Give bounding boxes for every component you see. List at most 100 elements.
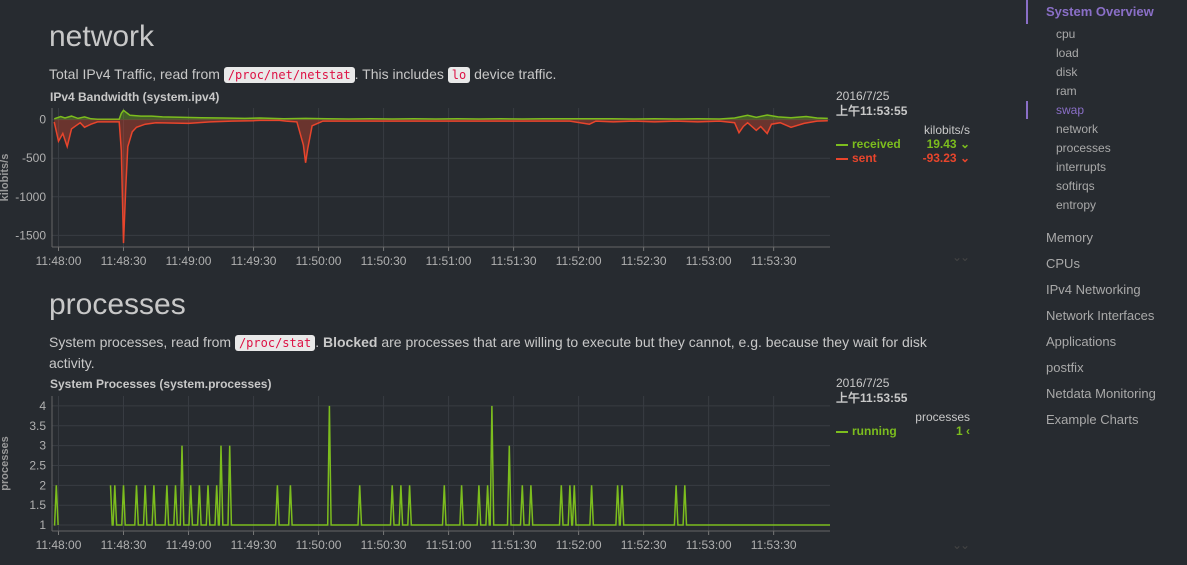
x-tick-label: 11:52:00 [556,254,602,268]
x-tick-label: 11:51:30 [491,254,537,268]
nav-sub-item-ram[interactable]: ram [1056,84,1077,98]
nav-sub-item-entropy[interactable]: entropy [1056,198,1097,212]
y-tick-label: 0 [39,113,46,127]
nav-item-applications[interactable]: Applications [1046,334,1117,349]
proc-stat-code: /proc/stat [234,335,316,351]
y-tick-label: 2.5 [29,458,46,472]
lo-code: lo [447,67,471,83]
processes-desc-text-2: . [315,334,323,350]
y-tick-label: 2 [39,478,46,492]
x-tick-label: 11:49:30 [231,538,277,552]
x-tick-label: 11:53:00 [686,254,732,268]
x-tick-label: 11:50:30 [361,254,407,268]
legend-received[interactable]: received 19.43 ⌄ [836,137,976,151]
nav-item-postfix[interactable]: postfix [1046,360,1084,375]
chevron-down-icon: ⌄ [956,137,970,151]
network-desc-text-2: . This includes [354,66,448,82]
y-tick-label: 1.5 [29,498,46,512]
sent-swatch [836,157,848,160]
nav-item-netdata-monitoring[interactable]: Netdata Monitoring [1046,386,1156,401]
x-tick-label: 11:51:00 [426,538,472,552]
x-tick-label: 11:53:30 [751,538,797,552]
nav-sub-item-swap[interactable]: swap [1056,103,1085,117]
x-tick-label: 11:50:00 [296,538,342,552]
nav-sub-item-interrupts[interactable]: interrupts [1056,160,1107,174]
x-tick-label: 11:48:00 [36,254,82,268]
series-line-running [53,485,59,526]
nav-item-example-charts[interactable]: Example Charts [1046,412,1139,427]
x-tick-label: 11:48:00 [36,538,82,552]
x-tick-label: 11:52:30 [621,254,667,268]
network-section-title: network [49,20,155,53]
y-axis-label: kilobits/s [0,154,11,202]
legend-units: kilobits/s [923,123,970,137]
processes-desc-text: System processes, read from [49,334,235,350]
legend-time: 上午11:53:55 [836,391,908,405]
active-sub-indicator [1026,101,1028,119]
chevron-down-icon: ⌄ [956,151,970,165]
processes-legend: 2016/7/25 上午11:53:55 processes running 1… [836,376,976,438]
processes-desc-text-3: are processes that are willing to execut… [49,334,927,371]
processes-description: System processes, read from /proc/stat. … [49,332,954,373]
processes-chart-title: System Processes (system.processes) [50,377,272,391]
nav-sub-item-network[interactable]: network [1056,122,1099,136]
x-tick-label: 11:52:00 [556,538,602,552]
blocked-bold: Blocked [322,334,378,350]
y-tick-label: 1 [39,518,46,532]
legend-date: 2016/7/25 [836,89,890,103]
x-tick-label: 11:49:30 [231,254,277,268]
x-tick-label: 11:49:00 [166,254,212,268]
legend-date: 2016/7/25 [836,376,890,390]
network-desc-text-3: device traffic. [470,66,557,82]
received-value: 19.43 [926,137,957,151]
sent-label: sent [852,151,877,165]
legend-running[interactable]: running 1 ‹ [836,424,976,438]
system-processes-chart[interactable]: 1 1.5 2 2.5 3 3.5 4 11:48:00 11:48:30 11:49:00 11:… [0,392,830,557]
y-tick-label: 4 [39,399,46,413]
nav-item-memory[interactable]: Memory [1046,230,1093,245]
nav-sub-item-softirqs[interactable]: softirqs [1056,179,1095,193]
x-tick-label: 11:48:30 [101,538,147,552]
chevron-left-icon: ‹ [962,424,970,438]
nav-sub-item-processes[interactable]: processes [1056,141,1111,155]
nav-sub-item-disk[interactable]: disk [1056,65,1078,79]
x-tick-label: 11:51:30 [491,538,537,552]
received-swatch [836,143,848,146]
y-tick-label: -1500 [15,228,46,242]
legend-time: 上午11:53:55 [836,104,908,118]
nav-item-ipv4-networking[interactable]: IPv4 Networking [1046,282,1141,297]
proc-net-netstat-code: /proc/net/netstat [223,67,355,83]
resize-handle-icon[interactable]: ⌄⌄ [952,538,970,552]
x-tick-label: 11:50:00 [296,254,342,268]
x-tick-label: 11:50:30 [361,538,407,552]
series-line-running [109,405,830,526]
x-tick-label: 11:53:00 [686,538,732,552]
nav-sub-item-load[interactable]: load [1056,46,1079,60]
network-desc-text: Total IPv4 Traffic, read from [49,66,224,82]
y-axis-label: processes [0,436,11,490]
processes-section-title: processes [49,288,186,321]
nav-item-cpus[interactable]: CPUs [1046,256,1080,271]
legend-units: processes [915,410,970,424]
x-tick-label: 11:48:30 [101,254,147,268]
nav-system-overview[interactable]: System Overview [1046,4,1154,19]
series-area-received [54,110,828,120]
running-label: running [852,424,897,438]
resize-handle-icon[interactable]: ⌄⌄ [952,250,970,264]
sent-value: -93.23 [922,151,957,165]
series-line-received [53,109,828,120]
y-tick-label: -1000 [15,190,46,204]
y-tick-label: 3 [39,439,46,453]
running-swatch [836,430,848,433]
y-tick-label: 3.5 [29,419,46,433]
x-tick-label: 11:53:30 [751,254,797,268]
x-tick-label: 11:52:30 [621,538,667,552]
active-section-indicator [1026,0,1028,24]
series-line-sent [53,119,828,244]
ipv4-chart-title: IPv4 Bandwidth (system.ipv4) [50,90,220,104]
x-tick-label: 11:51:00 [426,254,472,268]
ipv4-bandwidth-chart[interactable]: 0 -500 -1000 -1500 11:48:00 11:48:30 11:49:00 1… [0,104,830,269]
nav-item-network-interfaces[interactable]: Network Interfaces [1046,308,1155,323]
nav-sub-item-cpu[interactable]: cpu [1056,27,1076,41]
legend-sent[interactable]: sent -93.23 ⌄ [836,151,976,165]
